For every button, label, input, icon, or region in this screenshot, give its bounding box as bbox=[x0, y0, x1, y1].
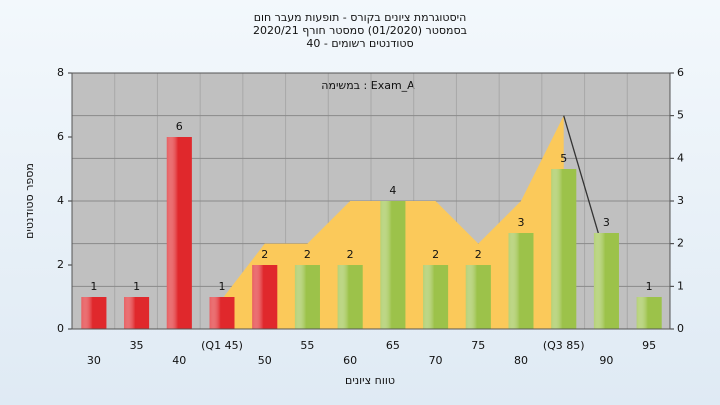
x-tick-label: 70 bbox=[429, 354, 443, 367]
x-tick-label: (Q3 85) bbox=[543, 339, 585, 352]
plot-frame bbox=[71, 72, 671, 330]
x-tick-label: (Q1 45) bbox=[201, 339, 243, 352]
title: היסטוגרמת ציונים בקורס - תופעות מעבר חום… bbox=[253, 11, 467, 50]
x-tick-label: 80 bbox=[514, 354, 528, 367]
bar-shine bbox=[551, 169, 577, 329]
y2-tick-label: 3 bbox=[677, 194, 684, 207]
bar-shine bbox=[380, 201, 406, 329]
data-label: 5 bbox=[560, 152, 567, 165]
data-label: 2 bbox=[475, 248, 482, 261]
bar-shine bbox=[124, 297, 150, 329]
data-label: 2 bbox=[261, 248, 268, 261]
y2-tick-label: 5 bbox=[677, 109, 684, 122]
x-tick-label: 65 bbox=[386, 339, 400, 352]
title-line: סטודנטים רשומים - 40 bbox=[306, 37, 413, 50]
bar-shine bbox=[209, 297, 235, 329]
x-tick-label: 90 bbox=[599, 354, 613, 367]
y2-tick-label: 6 bbox=[677, 66, 684, 79]
data-label: 2 bbox=[304, 248, 311, 261]
bar-shine bbox=[81, 297, 107, 329]
y2-tick-label: 0 bbox=[677, 322, 684, 335]
x-tick-label: 95 bbox=[642, 339, 656, 352]
y-tick-label: 0 bbox=[57, 322, 64, 335]
y-tick-label: 4 bbox=[57, 194, 64, 207]
x-tick-label: 60 bbox=[343, 354, 357, 367]
data-label: 6 bbox=[176, 120, 183, 133]
x-axis-label: טווח ציונים bbox=[345, 374, 395, 387]
bar-shine bbox=[636, 297, 662, 329]
x-tick-label: 40 bbox=[172, 354, 186, 367]
bar-shine bbox=[252, 265, 278, 329]
y-tick-label: 2 bbox=[57, 258, 64, 271]
bar-shine bbox=[294, 265, 320, 329]
x-tick-label: 55 bbox=[300, 339, 314, 352]
annotation: במשימה : Exam_A bbox=[321, 79, 415, 92]
x-tick-label: 35 bbox=[130, 339, 144, 352]
y2-tick-label: 1 bbox=[677, 279, 684, 292]
bar-shine bbox=[508, 233, 534, 329]
y2-tick-label: 4 bbox=[677, 151, 684, 164]
bar-shine bbox=[337, 265, 363, 329]
data-label: 1 bbox=[90, 280, 97, 293]
data-label: 1 bbox=[219, 280, 226, 293]
data-label: 3 bbox=[518, 216, 525, 229]
x-tick-label: 30 bbox=[87, 354, 101, 367]
x-tick-label: 50 bbox=[258, 354, 272, 367]
bar-shine bbox=[465, 265, 491, 329]
data-label: 4 bbox=[389, 184, 396, 197]
bar-shine bbox=[166, 137, 192, 329]
x-tick-label: 75 bbox=[471, 339, 485, 352]
title-line: היסטוגרמת ציונים בקורס - תופעות מעבר חום bbox=[254, 11, 467, 24]
data-label: 2 bbox=[432, 248, 439, 261]
data-label: 1 bbox=[646, 280, 653, 293]
y-tick-label: 8 bbox=[57, 66, 64, 79]
y-axis-label: מספר סטודנטים bbox=[23, 163, 36, 239]
y-tick-label: 6 bbox=[57, 130, 64, 143]
bar-shine bbox=[423, 265, 449, 329]
title-line: בסמסטר (01/2020) סמסטר חורף 2020/21 bbox=[253, 24, 467, 37]
data-label: 1 bbox=[133, 280, 140, 293]
data-label: 3 bbox=[603, 216, 610, 229]
y2-tick-label: 2 bbox=[677, 237, 684, 250]
data-label: 2 bbox=[347, 248, 354, 261]
bar-shine bbox=[593, 233, 619, 329]
